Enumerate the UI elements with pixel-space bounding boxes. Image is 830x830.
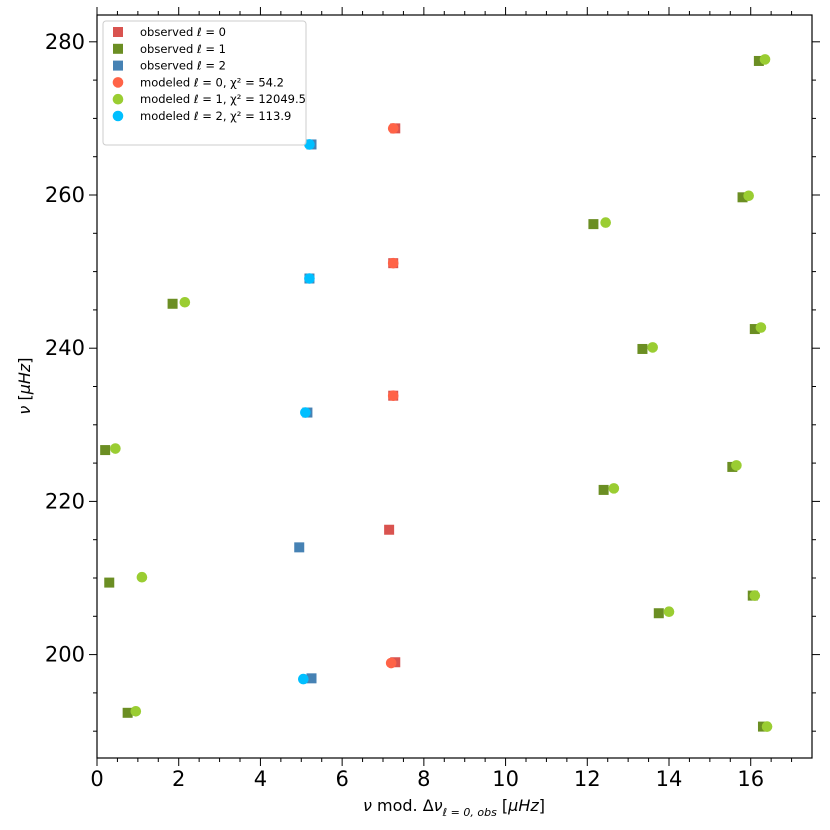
series-4-point	[179, 296, 191, 308]
series-4-point	[608, 483, 620, 494]
y-tick-label: 220	[45, 489, 85, 513]
legend-label: observed ℓ = 1	[140, 42, 226, 56]
series-5-point	[304, 273, 315, 284]
series-4-point	[663, 606, 675, 617]
x-axis-label: ν mod. Δνℓ = 0, obs [μHz]	[363, 796, 545, 819]
x-tick-label: 12	[574, 767, 601, 791]
series-4-point	[755, 322, 767, 333]
series-3-point	[385, 657, 397, 669]
series-1-point	[588, 219, 599, 230]
y-tick-label: 240	[45, 336, 85, 360]
series-4-point	[743, 190, 754, 202]
x-tick-label: 10	[492, 767, 519, 791]
series-3-point	[387, 123, 399, 134]
legend-marker	[113, 60, 123, 71]
axis-ticks: 0 2 4 6 8 10 12 14 16 200 220 240 260 280	[45, 7, 820, 791]
x-tick-label: 2	[172, 767, 185, 791]
legend-marker	[113, 43, 123, 54]
series-1-point	[598, 484, 609, 495]
series-4-point	[749, 590, 761, 601]
series-4-point	[110, 443, 121, 454]
y-axis-label: ν [μHz]	[15, 357, 34, 414]
series-3-point	[387, 390, 399, 401]
legend-label: observed ℓ = 0	[140, 25, 226, 39]
series-1-point	[637, 343, 648, 354]
legend: observed ℓ = 0 observed ℓ = 1 observed ℓ =…	[102, 20, 307, 146]
x-tick-label: 0	[90, 767, 103, 791]
x-tick-label: 6	[335, 767, 348, 791]
series-4-point	[136, 571, 148, 583]
series-1-point	[749, 324, 760, 335]
series-1-point	[737, 192, 748, 203]
series-4-point	[759, 54, 771, 65]
y-tick-label: 200	[45, 643, 85, 667]
series-1-point	[104, 577, 115, 588]
legend-label: modeled ℓ = 0, χ² = 54.2	[140, 75, 284, 89]
series-4-point	[130, 705, 142, 717]
x-tick-label: 16	[737, 767, 764, 791]
legend-marker	[113, 27, 123, 37]
x-tick-label: 8	[417, 767, 430, 791]
legend-marker	[112, 110, 124, 122]
series-0-point	[384, 524, 395, 535]
series-4-point	[600, 217, 611, 228]
legend-label: observed ℓ = 2	[140, 59, 226, 73]
x-tick-label: 14	[656, 767, 683, 791]
x-tick-label: 4	[254, 767, 267, 791]
series-5-point	[298, 673, 309, 685]
series-5-point	[304, 139, 315, 150]
series-1-point	[753, 55, 764, 66]
legend-marker	[112, 77, 124, 88]
series-3-point	[387, 257, 399, 269]
series-1-point	[100, 445, 111, 456]
series-4-point	[761, 721, 773, 732]
legend-label: modeled ℓ = 2, χ² = 113.9	[140, 109, 291, 123]
series-5-point	[300, 407, 311, 418]
series-4-point	[731, 460, 742, 471]
legend-box	[102, 20, 307, 146]
data-points	[100, 54, 773, 732]
series-2-point	[294, 542, 305, 553]
y-tick-label: 280	[45, 30, 85, 54]
legend-label: modeled ℓ = 1, χ² = 12049.5	[140, 92, 306, 106]
series-1-point	[122, 707, 133, 718]
legend-marker	[112, 93, 124, 105]
series-1-point	[653, 608, 664, 619]
y-tick-label: 260	[45, 183, 85, 207]
series-1-point	[167, 298, 178, 309]
series-4-point	[647, 342, 658, 353]
series-2-point	[306, 673, 317, 684]
